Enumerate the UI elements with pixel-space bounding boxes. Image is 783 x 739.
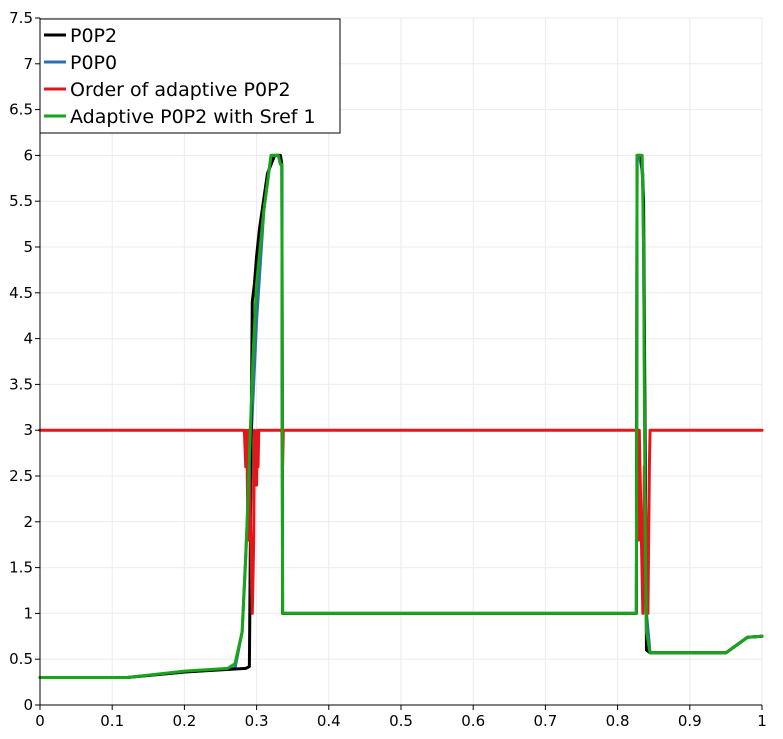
x-tick-label: 0.3 <box>245 712 269 730</box>
series-line-adaptive-p0p2-with-sref-1 <box>38 153 764 680</box>
x-tick-label: 0.1 <box>100 712 124 730</box>
y-tick-label: 1.5 <box>9 559 33 577</box>
legend-label: P0P2 <box>70 25 117 47</box>
y-tick-label: 3 <box>23 421 33 439</box>
x-tick-label: 0.5 <box>389 712 413 730</box>
x-tick-label: 0.8 <box>606 712 630 730</box>
y-tick-label: 7.5 <box>9 9 33 27</box>
x-tick-label: 1 <box>757 712 767 730</box>
y-axis-ticks: 0 0.5 1 1.5 2 2.5 3 3.5 4 4.5 5 5.5 6 6.5 7 7.5 <box>9 9 40 714</box>
y-tick-label: 7 <box>23 55 33 73</box>
legend: P0P2 P0P0 Order of adaptive P0P2 Adaptive P… <box>39 18 341 134</box>
x-tick-label: 0.9 <box>678 712 702 730</box>
x-tick-label: 0.6 <box>461 712 485 730</box>
legend-box <box>39 18 341 134</box>
x-tick-label: 0.4 <box>317 712 341 730</box>
y-tick-label: 2.5 <box>9 467 33 485</box>
x-tick-label: 0.2 <box>172 712 196 730</box>
y-tick-label: 1 <box>23 604 33 622</box>
y-tick-label: 4 <box>23 330 33 348</box>
y-tick-label: 3.5 <box>9 375 33 393</box>
x-tick-label: 0.7 <box>533 712 557 730</box>
y-tick-label: 0.5 <box>9 650 33 668</box>
x-axis-ticks: 0 0.1 0.2 0.3 0.4 0.5 0.6 0.7 0.8 0.9 1 <box>35 705 767 730</box>
y-tick-label: 5.5 <box>9 192 33 210</box>
y-tick-label: 6.5 <box>9 101 33 119</box>
series-layer <box>38 153 764 680</box>
series-line-p0p2 <box>38 153 764 680</box>
legend-label: Order of adaptive P0P2 <box>70 79 291 101</box>
x-tick-label: 0 <box>35 712 45 730</box>
y-tick-label: 2 <box>23 513 33 531</box>
y-tick-label: 6 <box>23 146 33 164</box>
legend-label: P0P0 <box>70 52 117 74</box>
y-tick-label: 5 <box>23 238 33 256</box>
legend-label: Adaptive P0P2 with Sref 1 <box>70 106 316 128</box>
y-tick-label: 4.5 <box>9 284 33 302</box>
y-tick-label: 0 <box>23 696 33 714</box>
